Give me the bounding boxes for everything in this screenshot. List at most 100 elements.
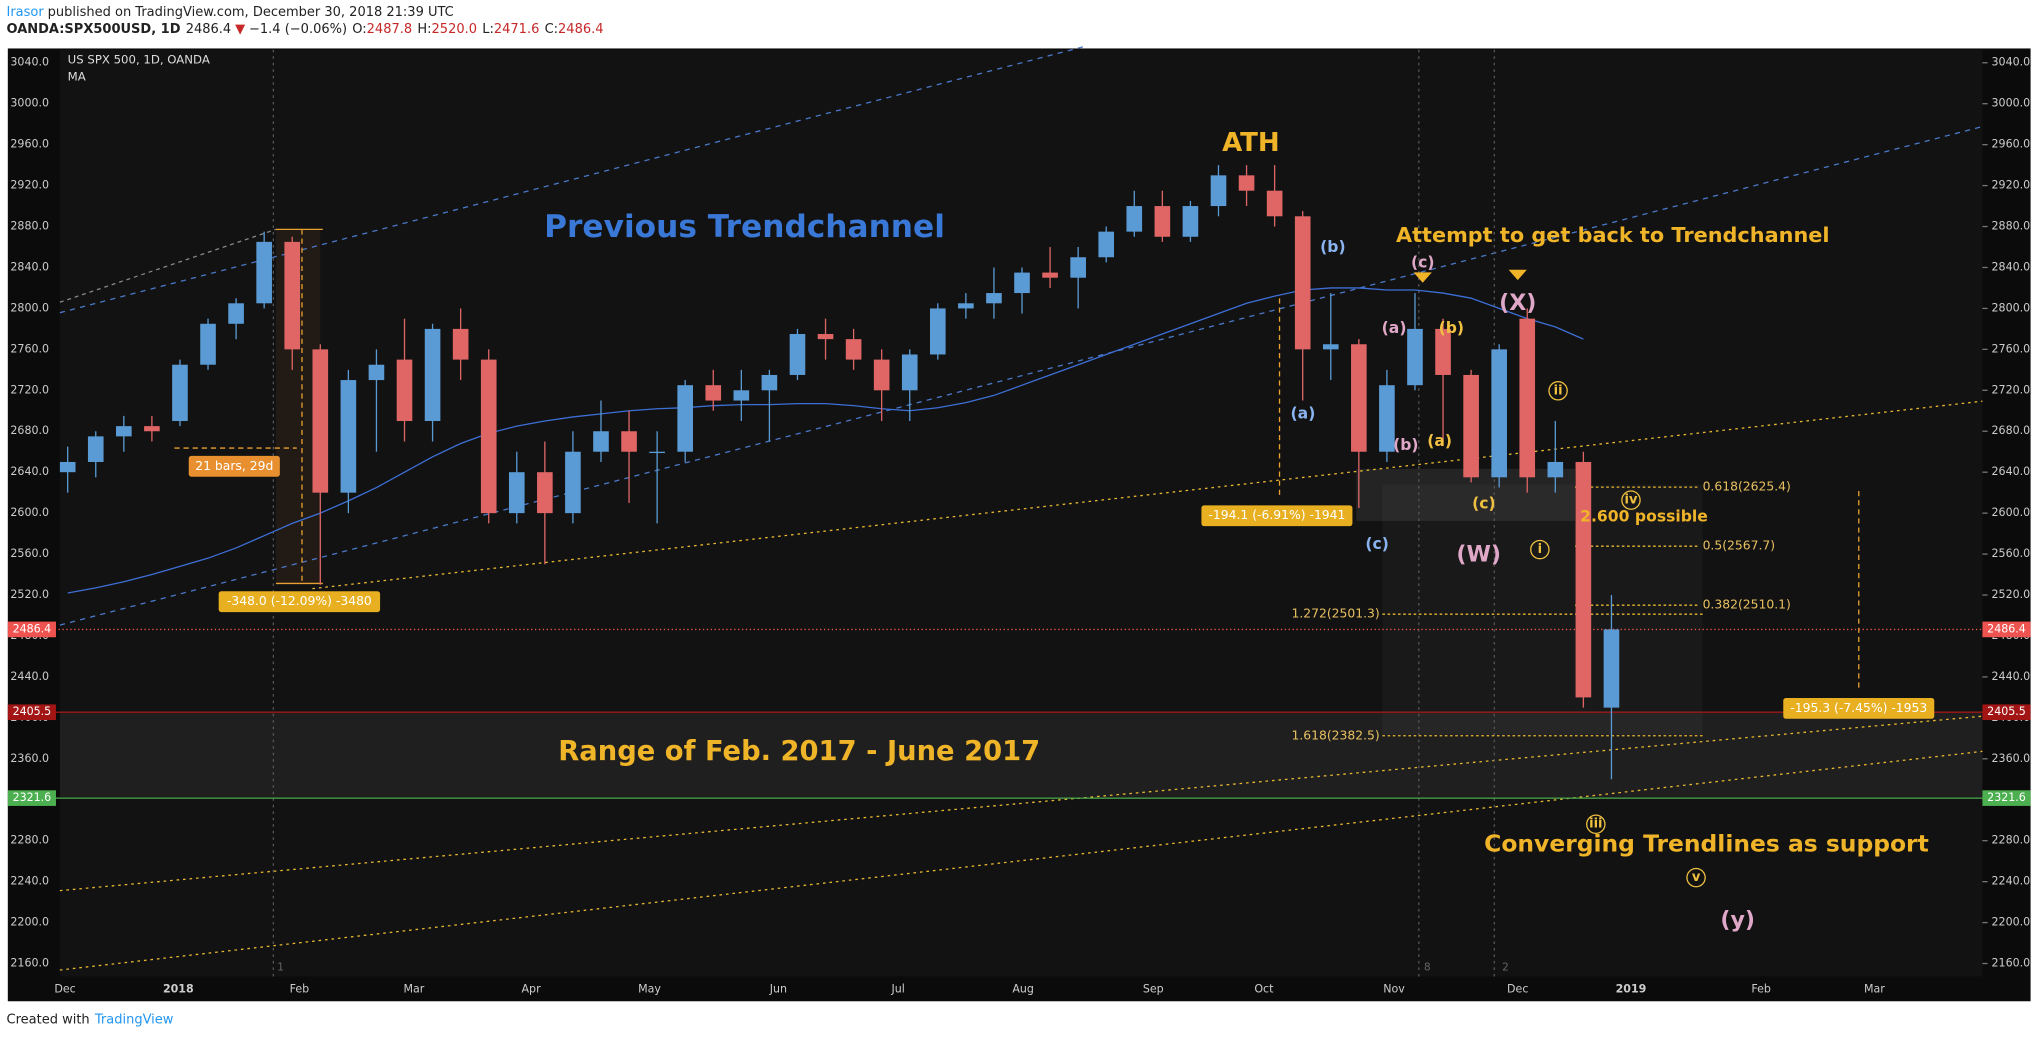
measure-label: -195.3 (-7.45%) -1953: [1790, 701, 1927, 715]
bar-counter: 8: [1424, 961, 1431, 973]
y-tick-label: 2280.0: [1992, 834, 2031, 847]
x-tick-label: Oct: [1254, 983, 1274, 996]
wave-circle: [1530, 539, 1550, 560]
y-tick-label: 2560.0: [10, 547, 49, 560]
fib-label: 1.618(2382.5): [1291, 728, 1379, 742]
x-tick-label: Mar: [404, 983, 425, 996]
y-tick-label: 2840.0: [10, 260, 49, 273]
measure-label: -348.0 (-12.09%) -3480: [227, 594, 372, 608]
fib-label: 0.5(2567.7): [1703, 539, 1776, 553]
wave-label: (c): [1365, 535, 1389, 553]
wave-label: (a): [1382, 319, 1407, 337]
annotation: Converging Trendlines as support: [1484, 830, 1929, 858]
y-tick-label: 2360.0: [1992, 752, 2031, 765]
price-tag: [1982, 790, 2031, 806]
author[interactable]: Irasor: [7, 5, 45, 20]
y-tick-label: 2240.0: [10, 875, 49, 888]
candle-body: [1603, 629, 1620, 708]
candle-body: [1322, 344, 1339, 350]
candle-body: [172, 364, 188, 422]
y-tick-label: 2920.0: [10, 179, 49, 192]
candle-body: [565, 451, 581, 514]
candle-body: [340, 380, 357, 493]
x-tick-label: Mar: [1864, 983, 1885, 996]
ma-label: MA: [68, 70, 86, 84]
measure-label: 21 bars, 29d: [195, 459, 273, 473]
candle-body: [256, 241, 272, 304]
y-tick-label: 3040.0: [10, 56, 49, 69]
candle-body: [1238, 175, 1255, 191]
x-tick-label: Apr: [522, 983, 542, 996]
candle-body: [789, 334, 806, 375]
y-tick-label: 2520.0: [10, 588, 49, 601]
candle-body: [1098, 231, 1115, 258]
ohlc-key: H:: [417, 21, 431, 36]
last: 2486.4: [186, 21, 232, 36]
candle-body: [958, 303, 974, 309]
candle-body: [1575, 461, 1592, 698]
candle-body: [284, 241, 301, 350]
candle-body: [845, 339, 862, 360]
footer-brand[interactable]: TradingView: [94, 1012, 174, 1027]
y-tick-label: 2160.0: [10, 957, 49, 970]
wave-label: (b): [1320, 238, 1345, 256]
trend-line: [59, 715, 1983, 892]
wave-label: (c): [1411, 254, 1435, 272]
y-tick-label: 2800.0: [10, 301, 49, 314]
candle-body: [1210, 175, 1227, 207]
price-tag: [1982, 704, 2031, 721]
y-tick-label: 2960.0: [10, 138, 49, 151]
price-label: 2405.5: [13, 705, 52, 718]
candle-body: [480, 359, 497, 514]
y-tick-label: 2600.0: [1992, 506, 2031, 519]
y-tick-label: 2760.0: [10, 342, 49, 355]
y-tick-label: 2520.0: [1992, 588, 2031, 601]
wave-label: (a): [1291, 405, 1316, 423]
y-tick-label: 2680.0: [1992, 424, 2031, 437]
wave-circle: [1686, 867, 1706, 888]
x-tick-label: Nov: [1383, 983, 1405, 996]
candle-body: [1435, 328, 1451, 375]
y-tick-label: 2440.0: [10, 670, 49, 683]
candle-body: [929, 308, 946, 355]
candle-body: [1042, 272, 1058, 278]
wave-label: v: [1692, 870, 1701, 885]
candle-body: [228, 303, 244, 324]
candle-body: [901, 354, 918, 391]
bar-counter: 1: [277, 961, 284, 973]
candle-body: [1519, 318, 1536, 478]
candle-body: [1070, 257, 1086, 278]
y-tick-label: 2760.0: [1992, 342, 2031, 355]
measure-tag: [188, 455, 280, 477]
price-tag: [1982, 621, 2031, 638]
ohlc-key: O:: [352, 21, 366, 36]
candle-body: [396, 359, 413, 422]
price-tag: [7, 790, 56, 806]
candle-body: [705, 385, 722, 401]
fib-label: 0.382(2510.1): [1703, 598, 1791, 612]
candle-body: [424, 328, 441, 422]
ohlc: O:2487.8 H:2520.0 L:2471.6 C:2486.4: [352, 21, 603, 36]
y-tick-label: 2840.0: [1992, 260, 2031, 273]
x-tick-label: May: [638, 983, 661, 996]
candle-body: [677, 385, 694, 452]
candle-body: [986, 293, 1002, 304]
marker: [1508, 269, 1527, 281]
candle-body: [1014, 272, 1030, 294]
trend-line: [59, 228, 277, 303]
wave-label: (a): [1427, 432, 1452, 450]
ohlc-value: 2520.0: [432, 21, 478, 36]
wave-label: (c): [1472, 495, 1496, 513]
plot: [7, 45, 2031, 977]
y-tick-label: 2640.0: [10, 465, 49, 478]
y-tick-label: 2280.0: [10, 834, 49, 847]
footer: Created with TradingView: [7, 1012, 174, 1027]
y-tick-label: 2880.0: [1992, 220, 2031, 233]
ohlc-value: 2471.6: [494, 21, 540, 36]
candle-body: [621, 431, 637, 452]
candle-body: [1126, 206, 1143, 232]
change: −1.4 (−0.06%): [249, 21, 347, 36]
candle-body: [1547, 461, 1564, 478]
candle-body: [116, 426, 132, 437]
candle-body: [1294, 216, 1311, 350]
